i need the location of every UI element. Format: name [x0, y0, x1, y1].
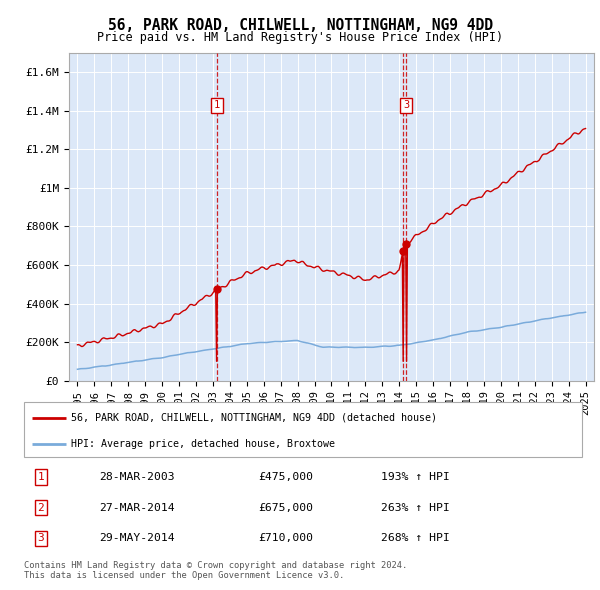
Text: 193% ↑ HPI: 193% ↑ HPI	[381, 472, 450, 482]
Text: 268% ↑ HPI: 268% ↑ HPI	[381, 533, 450, 543]
Text: 1: 1	[37, 472, 44, 482]
Text: 1: 1	[214, 100, 220, 110]
Text: Contains HM Land Registry data © Crown copyright and database right 2024.: Contains HM Land Registry data © Crown c…	[24, 560, 407, 569]
Text: 3: 3	[37, 533, 44, 543]
Text: Price paid vs. HM Land Registry's House Price Index (HPI): Price paid vs. HM Land Registry's House …	[97, 31, 503, 44]
Text: 2: 2	[37, 503, 44, 513]
Text: £475,000: £475,000	[259, 472, 313, 482]
Text: 3: 3	[403, 100, 409, 110]
Text: 29-MAY-2014: 29-MAY-2014	[100, 533, 175, 543]
FancyBboxPatch shape	[24, 402, 582, 457]
Text: £710,000: £710,000	[259, 533, 313, 543]
Text: £675,000: £675,000	[259, 503, 313, 513]
Text: This data is licensed under the Open Government Licence v3.0.: This data is licensed under the Open Gov…	[24, 571, 344, 579]
Text: 27-MAR-2014: 27-MAR-2014	[100, 503, 175, 513]
Text: 56, PARK ROAD, CHILWELL, NOTTINGHAM, NG9 4DD (detached house): 56, PARK ROAD, CHILWELL, NOTTINGHAM, NG9…	[71, 413, 437, 423]
Text: HPI: Average price, detached house, Broxtowe: HPI: Average price, detached house, Brox…	[71, 438, 335, 448]
Text: 56, PARK ROAD, CHILWELL, NOTTINGHAM, NG9 4DD: 56, PARK ROAD, CHILWELL, NOTTINGHAM, NG9…	[107, 18, 493, 32]
Text: 263% ↑ HPI: 263% ↑ HPI	[381, 503, 450, 513]
Text: 28-MAR-2003: 28-MAR-2003	[100, 472, 175, 482]
